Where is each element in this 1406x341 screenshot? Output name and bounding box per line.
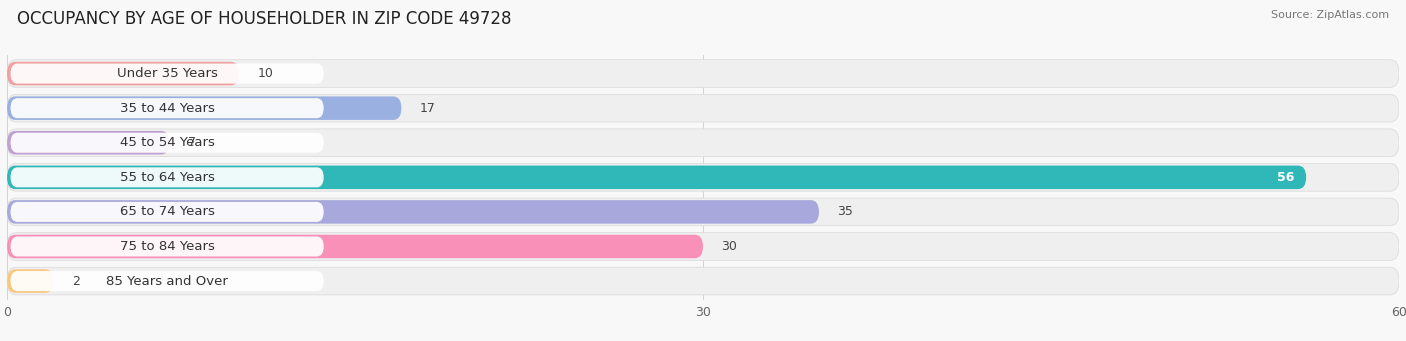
FancyBboxPatch shape xyxy=(10,202,323,222)
FancyBboxPatch shape xyxy=(7,129,1399,157)
Text: OCCUPANCY BY AGE OF HOUSEHOLDER IN ZIP CODE 49728: OCCUPANCY BY AGE OF HOUSEHOLDER IN ZIP C… xyxy=(17,10,512,28)
FancyBboxPatch shape xyxy=(7,163,1399,191)
Text: 45 to 54 Years: 45 to 54 Years xyxy=(120,136,215,149)
Text: 56: 56 xyxy=(1277,171,1295,184)
FancyBboxPatch shape xyxy=(7,267,1399,295)
Text: 2: 2 xyxy=(72,275,80,287)
Text: 65 to 74 Years: 65 to 74 Years xyxy=(120,205,215,218)
Text: 35 to 44 Years: 35 to 44 Years xyxy=(120,102,215,115)
FancyBboxPatch shape xyxy=(7,97,402,120)
FancyBboxPatch shape xyxy=(7,235,703,258)
FancyBboxPatch shape xyxy=(7,94,1399,122)
Text: 30: 30 xyxy=(721,240,737,253)
FancyBboxPatch shape xyxy=(7,198,1399,226)
FancyBboxPatch shape xyxy=(10,237,323,256)
Text: Source: ZipAtlas.com: Source: ZipAtlas.com xyxy=(1271,10,1389,20)
Text: 35: 35 xyxy=(838,205,853,218)
Text: 10: 10 xyxy=(257,67,273,80)
Text: 75 to 84 Years: 75 to 84 Years xyxy=(120,240,215,253)
FancyBboxPatch shape xyxy=(7,200,818,224)
FancyBboxPatch shape xyxy=(10,133,323,153)
FancyBboxPatch shape xyxy=(10,271,323,291)
Text: 17: 17 xyxy=(420,102,436,115)
Text: 85 Years and Over: 85 Years and Over xyxy=(107,275,228,287)
FancyBboxPatch shape xyxy=(7,60,1399,87)
FancyBboxPatch shape xyxy=(7,233,1399,260)
FancyBboxPatch shape xyxy=(7,166,1306,189)
Text: 55 to 64 Years: 55 to 64 Years xyxy=(120,171,215,184)
FancyBboxPatch shape xyxy=(7,131,170,154)
FancyBboxPatch shape xyxy=(7,269,53,293)
FancyBboxPatch shape xyxy=(10,167,323,187)
FancyBboxPatch shape xyxy=(7,62,239,85)
Text: Under 35 Years: Under 35 Years xyxy=(117,67,218,80)
Text: 7: 7 xyxy=(188,136,195,149)
FancyBboxPatch shape xyxy=(10,98,323,118)
FancyBboxPatch shape xyxy=(10,63,323,84)
